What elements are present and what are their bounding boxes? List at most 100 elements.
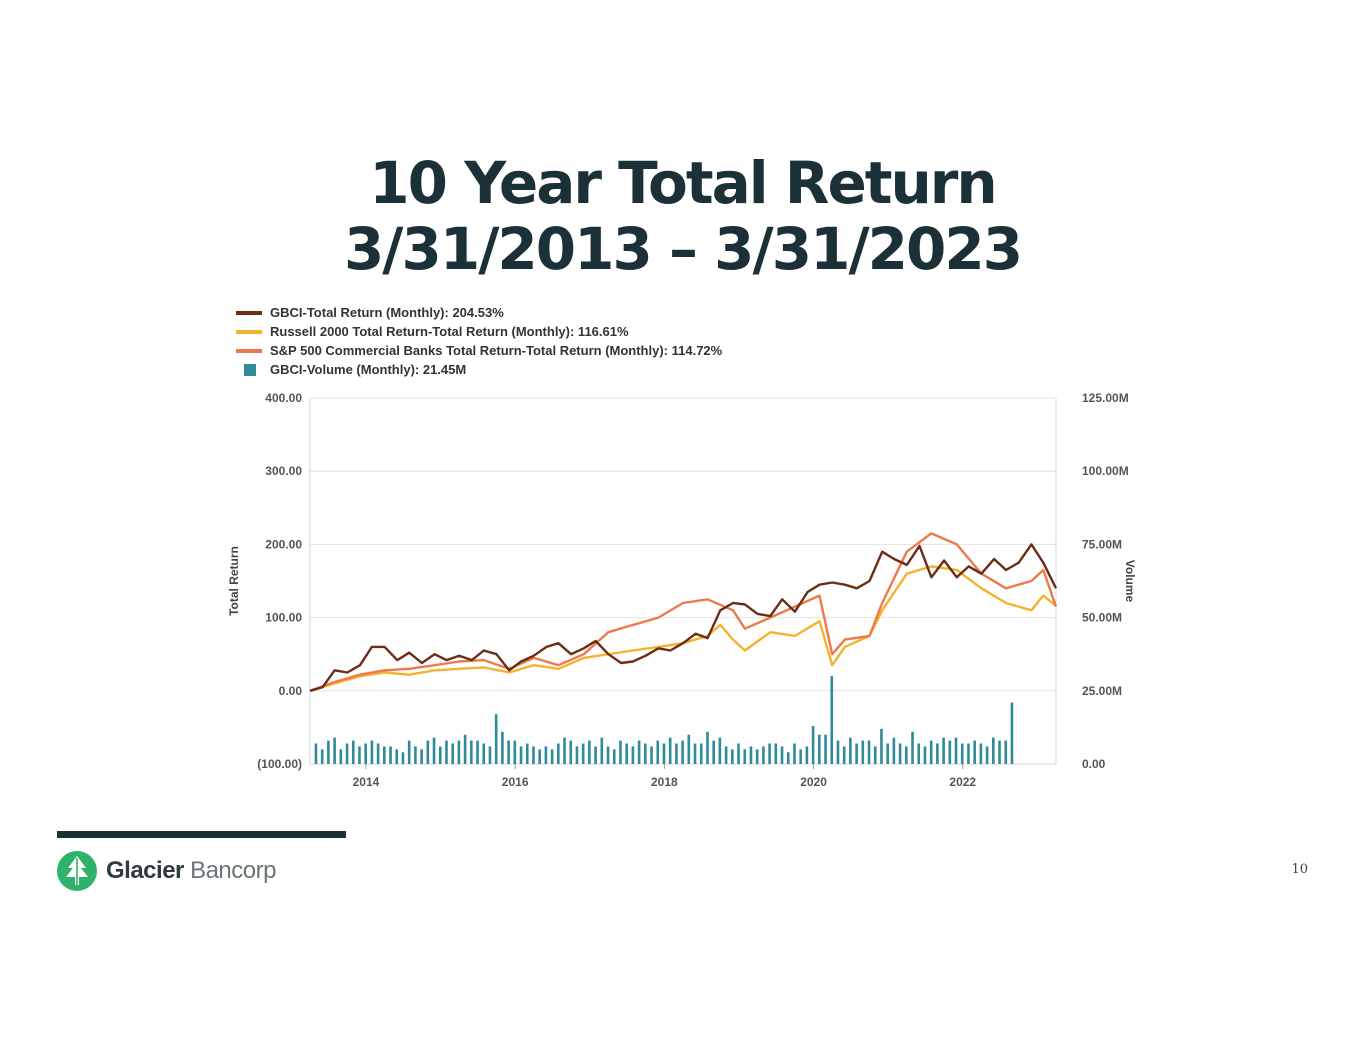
volume-bar (693, 743, 697, 764)
volume-bar (786, 752, 790, 764)
volume-bar (588, 740, 591, 764)
legend-swatch (236, 329, 262, 334)
volume-bar (855, 743, 858, 764)
volume-bar (358, 746, 361, 764)
volume-bar (979, 743, 983, 764)
volume-bar (731, 749, 734, 764)
title-line-1: 10 Year Total Return (369, 149, 997, 217)
volume-bar (383, 746, 386, 764)
volume-bar (967, 743, 970, 764)
volume-bar (706, 731, 709, 764)
page-number: 10 (1291, 862, 1308, 877)
volume-bar (818, 734, 821, 764)
y-tick-label: 400.00 (265, 391, 302, 405)
volume-bar (376, 743, 380, 764)
y2-tick-label: 125.00M (1082, 391, 1129, 405)
volume-bar (420, 749, 423, 764)
volume-bar (687, 734, 691, 764)
volume-bar (954, 737, 958, 764)
volume-bar (426, 740, 430, 764)
legend-swatch (236, 310, 262, 315)
volume-bar (873, 746, 877, 764)
volume-bar (494, 714, 498, 764)
volume-bar (836, 740, 840, 764)
y-tick-label: 100.00 (265, 611, 302, 625)
x-tick-label: 2022 (949, 775, 976, 789)
volume-bar (525, 743, 529, 764)
legend-label: S&P 500 Commercial Banks Total Return-To… (270, 343, 723, 358)
series-line (309, 565, 1057, 692)
legend-label: GBCI-Total Return (Monthly): 204.53% (270, 305, 504, 320)
volume-bar (644, 743, 647, 764)
volume-bar (327, 740, 330, 764)
volume-bar (320, 749, 324, 764)
volume-bar (482, 743, 486, 764)
volume-bar (569, 740, 573, 764)
title-line-2: 3/31/2013 – 3/31/2023 (343, 215, 1023, 283)
legend-item: Russell 2000 Total Return-Total Return (… (236, 322, 722, 341)
chart-legend: GBCI-Total Return (Monthly): 204.53% Russ… (236, 303, 722, 379)
volume-bar (538, 749, 541, 764)
volume-bar (389, 746, 392, 764)
y-tick-label: 200.00 (265, 537, 302, 551)
legend-item: GBCI-Volume (Monthly): 21.45M (236, 360, 722, 379)
volume-bar (619, 740, 622, 764)
volume-bar (830, 676, 834, 764)
volume-bar (749, 746, 753, 764)
volume-bar (675, 743, 678, 764)
volume-bar (774, 743, 778, 764)
volume-bar (929, 740, 933, 764)
y-tick-label: (100.00) (257, 757, 302, 771)
volume-bar (650, 746, 653, 764)
volume-bar (724, 746, 728, 764)
volume-bar (364, 743, 367, 764)
volume-bar (637, 740, 641, 764)
volume-bar (519, 746, 523, 764)
volume-bar (992, 737, 995, 764)
volume-bar (370, 740, 374, 764)
volume-bar (948, 740, 952, 764)
volume-bar (712, 740, 715, 764)
volume-bar (351, 740, 355, 764)
volume-bar (917, 743, 921, 764)
y-tick-label: 0.00 (279, 684, 303, 698)
volume-bar (699, 743, 703, 764)
volume-bar (612, 749, 616, 764)
volume-bar (656, 740, 660, 764)
y2-tick-label: 100.00M (1082, 464, 1129, 478)
volume-bar (867, 740, 871, 764)
volume-bar (625, 743, 628, 764)
volume-bar (445, 740, 448, 764)
volume-bar (563, 737, 566, 764)
volume-bar (923, 746, 927, 764)
volume-bar (463, 734, 467, 764)
volume-bar (998, 740, 1001, 764)
volume-bar (799, 749, 802, 764)
x-tick-label: 2018 (651, 775, 678, 789)
volume-bar (476, 740, 479, 764)
volume-bar (339, 749, 343, 764)
volume-bar (314, 743, 318, 764)
legend-label: Russell 2000 Total Return-Total Return (… (270, 324, 629, 339)
volume-bar (333, 737, 336, 764)
x-tick-label: 2014 (353, 775, 380, 789)
volume-bar (898, 743, 902, 764)
volume-bar (668, 737, 672, 764)
volume-bar (842, 746, 846, 764)
volume-bar (811, 725, 815, 764)
volume-bar (550, 749, 554, 764)
volume-bar (513, 740, 517, 764)
volume-bar (973, 740, 976, 764)
volume-bar (718, 737, 722, 764)
volume-bar (936, 743, 939, 764)
logo-text: Glacier Bancorp (106, 857, 276, 885)
legend-swatch (236, 348, 262, 353)
logo-light: Bancorp (190, 857, 276, 884)
legend-swatch (244, 363, 256, 376)
volume-bar (793, 743, 796, 764)
volume-bar (743, 749, 747, 764)
volume-bar (594, 746, 597, 764)
volume-bar (451, 743, 454, 764)
company-logo: Glacier Bancorp (56, 850, 276, 892)
series-line (309, 543, 1058, 692)
